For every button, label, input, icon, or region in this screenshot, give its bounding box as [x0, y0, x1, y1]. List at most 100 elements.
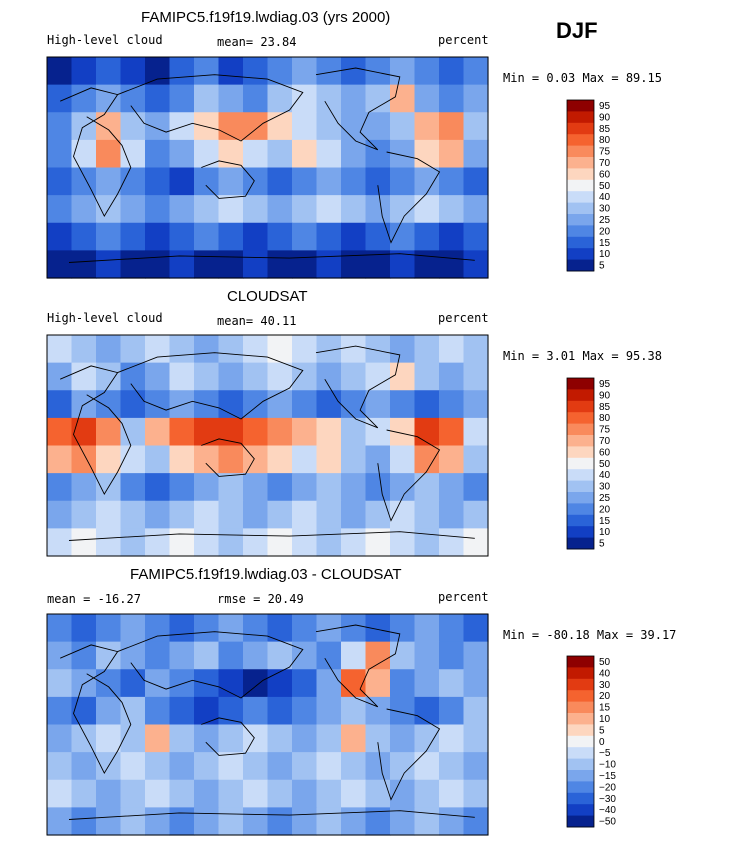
map-cell [463, 641, 489, 670]
map-cell [120, 112, 146, 141]
map-cell [169, 195, 195, 224]
map-cell [145, 250, 171, 279]
colorbar-tick-label: 25 [599, 215, 611, 226]
map-cell [414, 84, 440, 113]
map-cell [463, 417, 489, 447]
map-cell [71, 807, 97, 836]
map-cell [218, 222, 244, 251]
map-cell [243, 57, 269, 86]
map-cell [414, 614, 440, 643]
map-cell [47, 500, 73, 529]
map-cell [414, 445, 440, 474]
colorbar-swatch [567, 503, 594, 516]
map-cell [292, 807, 318, 836]
map-cell [218, 500, 244, 529]
map-cell [341, 139, 367, 169]
map-cell [439, 641, 465, 670]
map-cell [96, 167, 122, 196]
map-cell [292, 250, 318, 279]
map-cell [292, 669, 318, 698]
map-cell [292, 362, 318, 391]
panel-3-units-label: percent [438, 590, 489, 604]
map-cell [365, 752, 391, 781]
map-cell [267, 84, 293, 113]
panel-2-range-label: Min = 3.01 Max = 95.38 [503, 349, 662, 363]
map-cell [243, 500, 269, 529]
map-cell [145, 362, 171, 391]
map-cell [439, 807, 465, 836]
map-cell [243, 641, 269, 670]
colorbar-swatch [567, 678, 594, 691]
map-cell [194, 250, 220, 279]
map-cell [169, 445, 195, 474]
coastline [68, 253, 475, 263]
map-cell [243, 250, 269, 279]
map-cell [390, 669, 416, 698]
map-cell [47, 724, 73, 753]
colorbar-tick-label: −20 [599, 782, 616, 793]
map-cell [96, 614, 122, 643]
map-cell [145, 195, 171, 224]
map-cell [120, 528, 146, 557]
map-cell [120, 417, 146, 447]
map-cell [218, 779, 244, 808]
map-cell [169, 139, 195, 169]
colorbar-swatch [567, 747, 594, 759]
map-cell [243, 696, 269, 726]
map-cell [341, 696, 367, 726]
colorbar-swatch [567, 111, 594, 124]
map-frame [46, 56, 489, 279]
map-cell [316, 724, 342, 753]
map-cell [390, 390, 416, 419]
map-cell [267, 417, 293, 447]
map-cell [71, 779, 97, 808]
map-cell [292, 641, 318, 670]
coastline [201, 717, 255, 756]
map-cell [341, 57, 367, 86]
map-cell [169, 724, 195, 753]
map-cell [47, 528, 73, 557]
map-cell [71, 724, 97, 753]
season-label: DJF [556, 18, 598, 43]
colorbar-tick-label: −40 [599, 805, 616, 816]
map-cell [243, 222, 269, 251]
map-cell [463, 473, 489, 502]
map-cell [292, 390, 318, 419]
map-cell [145, 528, 171, 557]
map-cell [439, 250, 465, 279]
colorbar-tick-label: −15 [599, 771, 616, 782]
colorbar-swatch [567, 191, 594, 203]
map-cell [96, 696, 122, 726]
map-cell [414, 724, 440, 753]
colorbar-frame [566, 655, 595, 828]
map-cell [243, 362, 269, 391]
map-cell [169, 779, 195, 808]
map-cell [414, 139, 440, 169]
panel-1-title: FAMIPC5.f19f19.lwdiag.03 (yrs 2000) [141, 9, 391, 26]
colorbar-tick-label: 50 [599, 657, 611, 668]
map-cell [47, 696, 73, 726]
map-cell [292, 112, 318, 141]
map-cell [120, 335, 146, 364]
map-cell [194, 167, 220, 196]
map-cell [47, 390, 73, 419]
map-cell [267, 390, 293, 419]
map-cell [341, 528, 367, 557]
map-cell [292, 696, 318, 726]
colorbar-swatch [567, 480, 594, 493]
map-cell [243, 807, 269, 836]
map-cell [390, 167, 416, 196]
map-cell [439, 696, 465, 726]
map-cell [120, 139, 146, 169]
map-cell [267, 195, 293, 224]
colorbar-swatch [567, 781, 594, 794]
colorbar-swatch [567, 804, 594, 816]
map-cell [414, 195, 440, 224]
colorbar-tick-label: 75 [599, 425, 611, 436]
map-cell [414, 696, 440, 726]
panel-3-range-label: Min = -80.18 Max = 39.17 [503, 628, 677, 642]
map-cell [194, 779, 220, 808]
map-cell [169, 752, 195, 781]
colorbar-swatch [567, 792, 594, 805]
